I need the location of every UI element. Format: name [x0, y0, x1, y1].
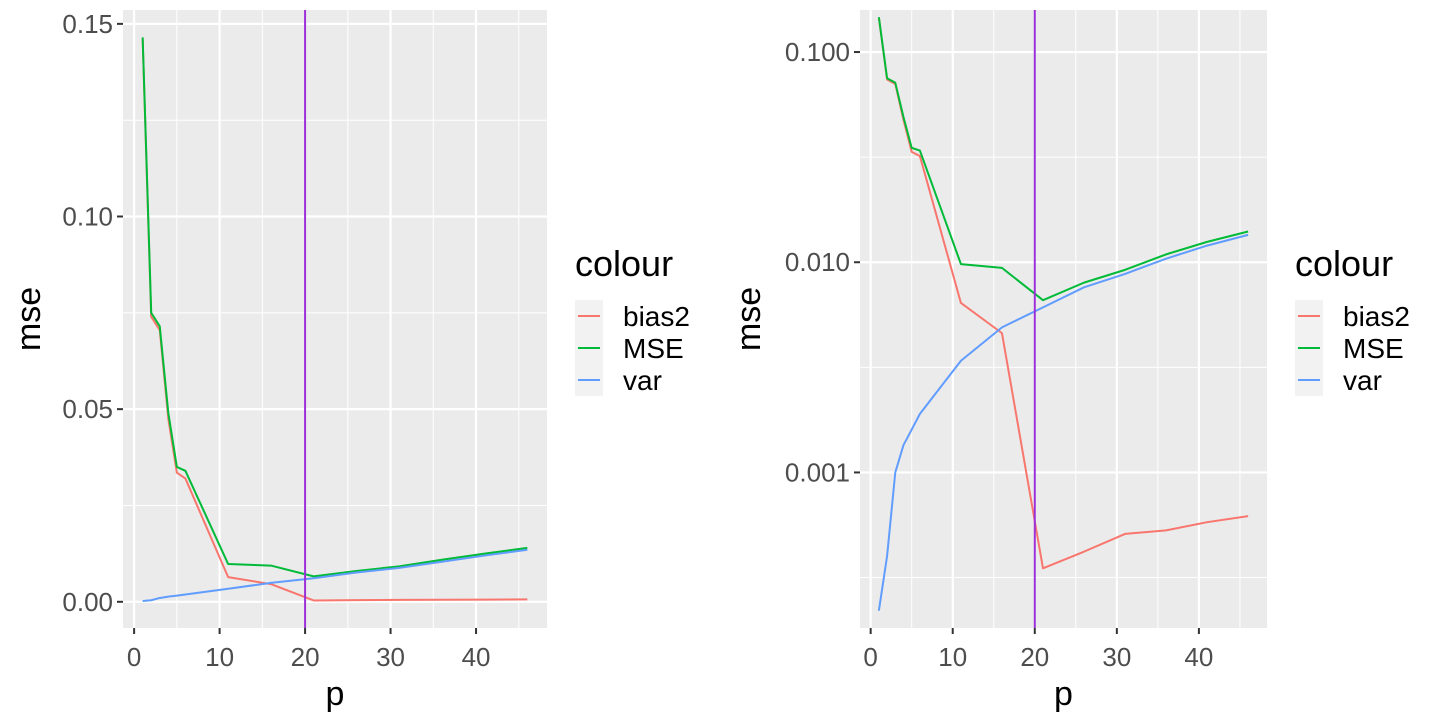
x-tick-label: 0 — [127, 642, 141, 672]
x-tick-label: 0 — [863, 642, 877, 672]
series-line-var — [877, 233, 1249, 611]
plot-panel — [123, 10, 547, 628]
y-tick-label: 0.10 — [62, 202, 113, 232]
legend-title: colour — [1295, 243, 1393, 284]
legend-label-bias2: bias2 — [623, 301, 690, 332]
x-tick-label: 40 — [1184, 642, 1213, 672]
y-tick-label: 0.010 — [785, 247, 850, 277]
y-axis-title: mse — [730, 287, 768, 351]
y-tick-label: 0.100 — [785, 37, 850, 67]
legend-title: colour — [575, 243, 673, 284]
legend-label-bias2: bias2 — [1343, 301, 1410, 332]
x-tick-label: 20 — [1020, 642, 1049, 672]
x-tick-label: 40 — [462, 642, 491, 672]
y-tick-label: 0.00 — [62, 587, 113, 617]
legend-label-var: var — [623, 365, 662, 396]
y-tick-label: 0.15 — [62, 9, 113, 39]
x-axis-title: p — [1054, 675, 1073, 713]
series-line-var — [142, 548, 528, 602]
x-tick-label: 10 — [938, 642, 967, 672]
series-line-mse — [877, 17, 1249, 302]
series-line-mse — [141, 37, 528, 578]
x-tick-label: 30 — [376, 642, 405, 672]
x-axis-title: p — [326, 675, 345, 713]
legend-label-var: var — [1343, 365, 1382, 396]
plot-panel — [860, 10, 1267, 628]
left-chart: 0 10 20 30 40 0.00 0.05 0.10 0.15 p mse colour bias2… — [10, 9, 690, 713]
legend-label-mse: MSE — [623, 333, 684, 364]
y-tick-label: 0.001 — [785, 457, 850, 487]
y-axis-title: mse — [10, 287, 48, 351]
x-tick-label: 10 — [205, 642, 234, 672]
x-tick-label: 20 — [291, 642, 320, 672]
y-tick-label: 0.05 — [62, 394, 113, 424]
legend-label-mse: MSE — [1343, 333, 1404, 364]
right-chart: 0 10 20 30 40 0.001 0.010 0.100 p mse colour bias2M… — [730, 10, 1410, 713]
x-tick-label: 30 — [1102, 642, 1131, 672]
